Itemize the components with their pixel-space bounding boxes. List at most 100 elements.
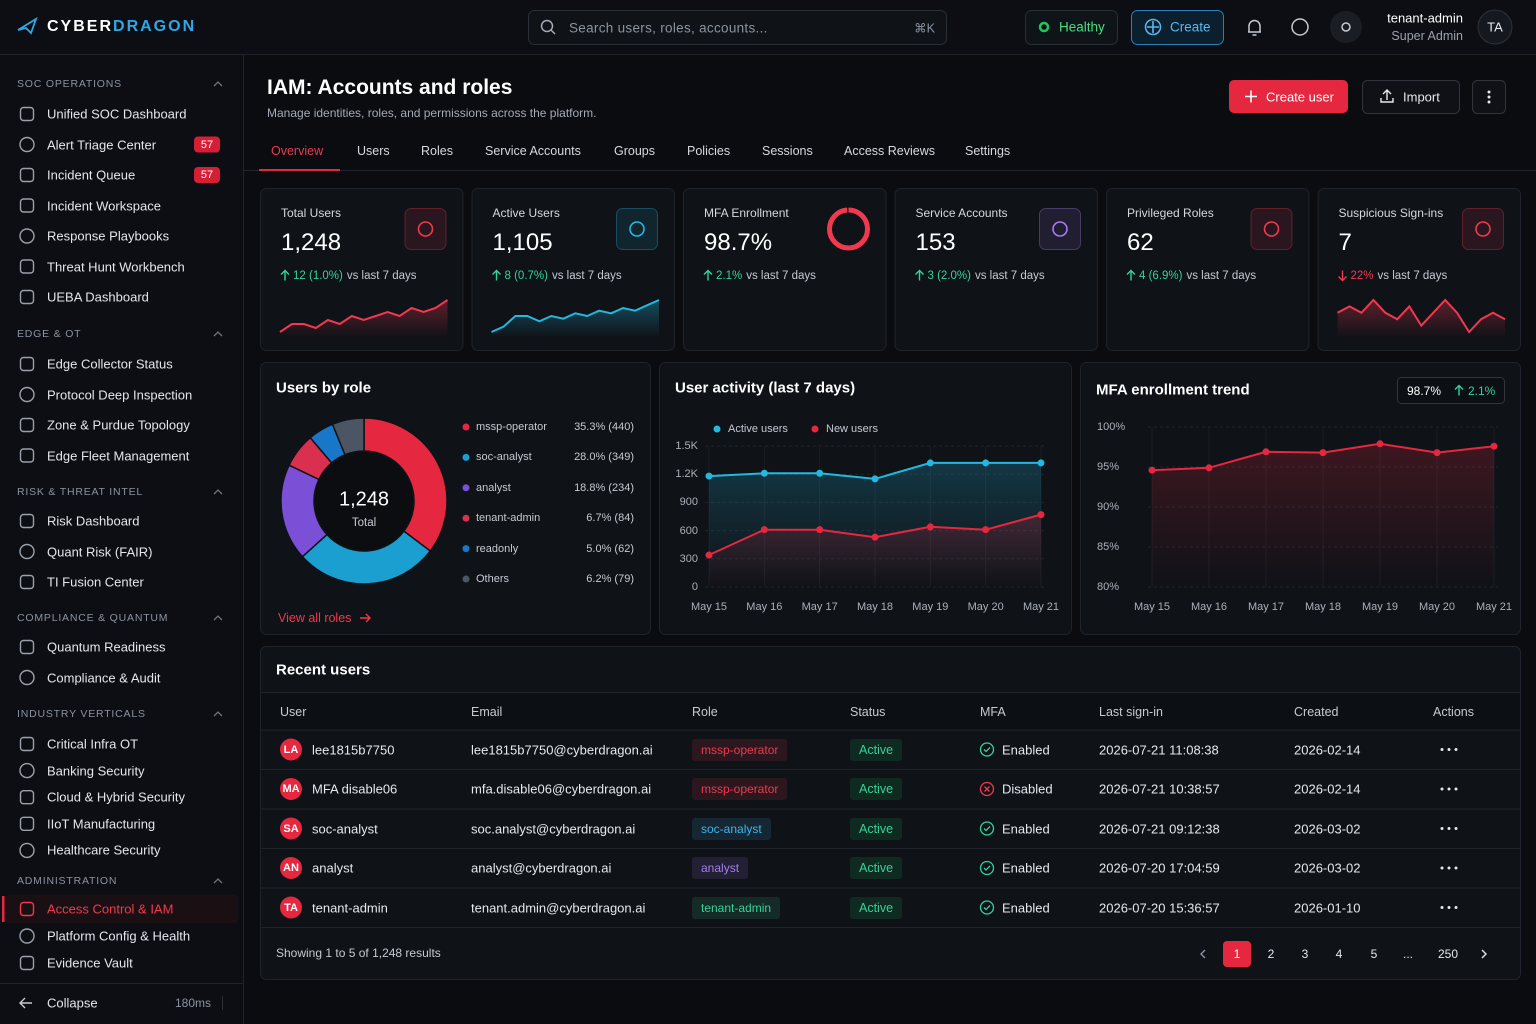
y-tick-label: 900 bbox=[679, 496, 698, 509]
section-title: COMPLIANCE & QUANTUM bbox=[17, 612, 169, 624]
nav-item[interactable]: Access Control & IAM bbox=[47, 901, 174, 917]
nav-item[interactable]: Quant Risk (FAIR) bbox=[47, 544, 153, 559]
legend-label: mssp-operator bbox=[476, 421, 547, 433]
page-number[interactable]: 5 bbox=[1370, 947, 1378, 961]
nav-item[interactable]: Alert Triage Center bbox=[47, 137, 157, 152]
nav-item[interactable]: Edge Fleet Management bbox=[47, 448, 190, 463]
kpi-value: 1,248 bbox=[281, 229, 342, 256]
nav-item[interactable]: Incident Queue bbox=[47, 167, 136, 183]
collapse[interactable]: Collapse bbox=[47, 995, 98, 1011]
icon bbox=[19, 356, 35, 372]
tab[interactable]: Sessions bbox=[762, 144, 813, 158]
icon bbox=[1447, 748, 1451, 751]
y-tick-label: 95% bbox=[1097, 461, 1120, 473]
page-active[interactable] bbox=[1223, 941, 1251, 967]
nav-item[interactable]: IIoT Manufacturing bbox=[47, 816, 156, 832]
kpi-change: 8 (0.7%) vs last 7 days bbox=[505, 270, 622, 282]
page-number[interactable]: 2 bbox=[1267, 947, 1275, 961]
chart-title: Users by role bbox=[276, 379, 372, 397]
brand-dragon: DRAGON bbox=[113, 18, 197, 35]
nav-item[interactable]: TI Fusion Center bbox=[47, 574, 144, 590]
mfa-status: Enabled bbox=[1002, 821, 1050, 836]
import-button[interactable] bbox=[1362, 80, 1460, 114]
user-name[interactable]: tenant-admin bbox=[312, 900, 388, 915]
nav-item[interactable]: Response Playbooks bbox=[47, 228, 170, 244]
create-label[interactable]: Create bbox=[1170, 19, 1211, 35]
view-link[interactable]: View all roles bbox=[278, 611, 352, 625]
nav-item[interactable]: Unified SOC Dashboard bbox=[47, 106, 187, 122]
user-name[interactable]: soc-analyst bbox=[312, 821, 378, 836]
page-number[interactable]: 250 bbox=[1437, 947, 1459, 961]
nav-item[interactable]: Critical Infra OT bbox=[47, 736, 139, 752]
user-name[interactable]: lee1815b7750 bbox=[312, 742, 395, 757]
legend-dot bbox=[462, 484, 470, 492]
nav-item[interactable]: Protocol Deep Inspection bbox=[47, 387, 193, 402]
help-icon[interactable] bbox=[1291, 18, 1309, 36]
user-name[interactable]: MFA disable06 bbox=[312, 781, 398, 797]
kpi-icon bbox=[1263, 221, 1280, 237]
nav-item[interactable]: Compliance & Audit bbox=[47, 670, 161, 685]
nav-item[interactable]: Evidence Vault bbox=[47, 955, 133, 971]
import-label[interactable]: Import bbox=[1403, 89, 1440, 104]
kpi-change: 12 (1.0%) vs last 7 days bbox=[293, 270, 417, 282]
next-page[interactable] bbox=[1481, 949, 1487, 959]
page-number[interactable]: 3 bbox=[1301, 947, 1309, 961]
bell-icon[interactable] bbox=[1248, 19, 1261, 36]
search-shortcut: ⌘K bbox=[914, 21, 935, 36]
kpi-card bbox=[1106, 188, 1310, 351]
create-user-button[interactable] bbox=[1229, 80, 1348, 113]
avatar-initials: SA bbox=[283, 822, 299, 835]
mfa-status: Disabled bbox=[1002, 781, 1053, 797]
nav-item[interactable]: Cloud & Hybrid Security bbox=[47, 789, 185, 805]
tab[interactable]: Access Reviews bbox=[844, 144, 935, 158]
chart-title: User activity (last 7 days) bbox=[675, 379, 856, 397]
nav-item[interactable]: Threat Hunt Workbench bbox=[47, 259, 185, 274]
tab[interactable]: Policies bbox=[687, 144, 731, 158]
collapse-icon[interactable] bbox=[19, 997, 32, 1009]
section-title: EDGE & OT bbox=[17, 328, 82, 340]
theme-bg[interactable] bbox=[1330, 11, 1362, 43]
prev-page[interactable] bbox=[1200, 949, 1206, 959]
icon bbox=[1147, 21, 1159, 33]
kpi-icon bbox=[629, 221, 645, 237]
page-number[interactable]: 4 bbox=[1335, 947, 1343, 961]
nav-badge-bg bbox=[194, 136, 220, 153]
tab[interactable]: Service Accounts bbox=[485, 144, 581, 158]
point bbox=[1433, 449, 1441, 457]
status-label[interactable]: Healthy bbox=[1059, 19, 1105, 35]
nav-item[interactable]: Quantum Readiness bbox=[47, 639, 166, 655]
icon bbox=[1440, 866, 1444, 870]
tab[interactable]: Roles bbox=[421, 144, 453, 158]
tab[interactable]: Users bbox=[357, 144, 390, 158]
column-header: Status bbox=[850, 705, 886, 719]
status-button[interactable] bbox=[1025, 10, 1118, 45]
brand-cyber: CYBER bbox=[47, 18, 114, 35]
tab[interactable]: Overview bbox=[271, 144, 324, 158]
create-user-label[interactable]: Create user bbox=[1266, 89, 1334, 104]
x-tick-label: May 19 bbox=[1361, 601, 1399, 613]
nav-item[interactable]: Healthcare Security bbox=[47, 842, 161, 858]
nav-item[interactable]: UEBA Dashboard bbox=[47, 289, 149, 305]
icon bbox=[1447, 787, 1451, 791]
kpi-change: 2.1% vs last 7 days bbox=[716, 270, 816, 282]
tab[interactable]: Settings bbox=[965, 144, 1011, 158]
nav-item[interactable]: Incident Workspace bbox=[47, 198, 161, 213]
nav-item[interactable]: Platform Config & Health bbox=[47, 928, 191, 944]
page-number[interactable]: ... bbox=[1402, 947, 1414, 961]
avatar[interactable] bbox=[1477, 9, 1513, 45]
icon bbox=[1144, 18, 1162, 36]
nav-active-bg[interactable] bbox=[4, 895, 238, 923]
legend-label: New users bbox=[826, 423, 878, 435]
legend-dot bbox=[462, 545, 470, 553]
tab[interactable]: Groups bbox=[614, 144, 655, 158]
point bbox=[1376, 440, 1384, 448]
avatar-initials[interactable]: TA bbox=[1487, 19, 1503, 35]
user-name[interactable]: analyst bbox=[312, 860, 354, 876]
search-box[interactable] bbox=[528, 10, 947, 45]
page-number[interactable]: 1 bbox=[1233, 947, 1241, 961]
nav-item[interactable]: Edge Collector Status bbox=[47, 356, 173, 372]
nav-item[interactable]: Banking Security bbox=[47, 763, 145, 779]
nav-item[interactable]: Zone & Purdue Topology bbox=[47, 417, 190, 433]
nav-item[interactable]: Risk Dashboard bbox=[47, 513, 140, 529]
icon bbox=[1440, 748, 1444, 751]
